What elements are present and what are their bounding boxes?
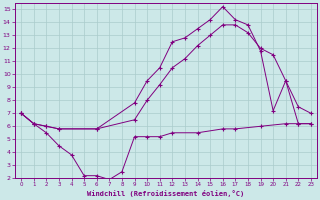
X-axis label: Windchill (Refroidissement éolien,°C): Windchill (Refroidissement éolien,°C) xyxy=(87,190,245,197)
